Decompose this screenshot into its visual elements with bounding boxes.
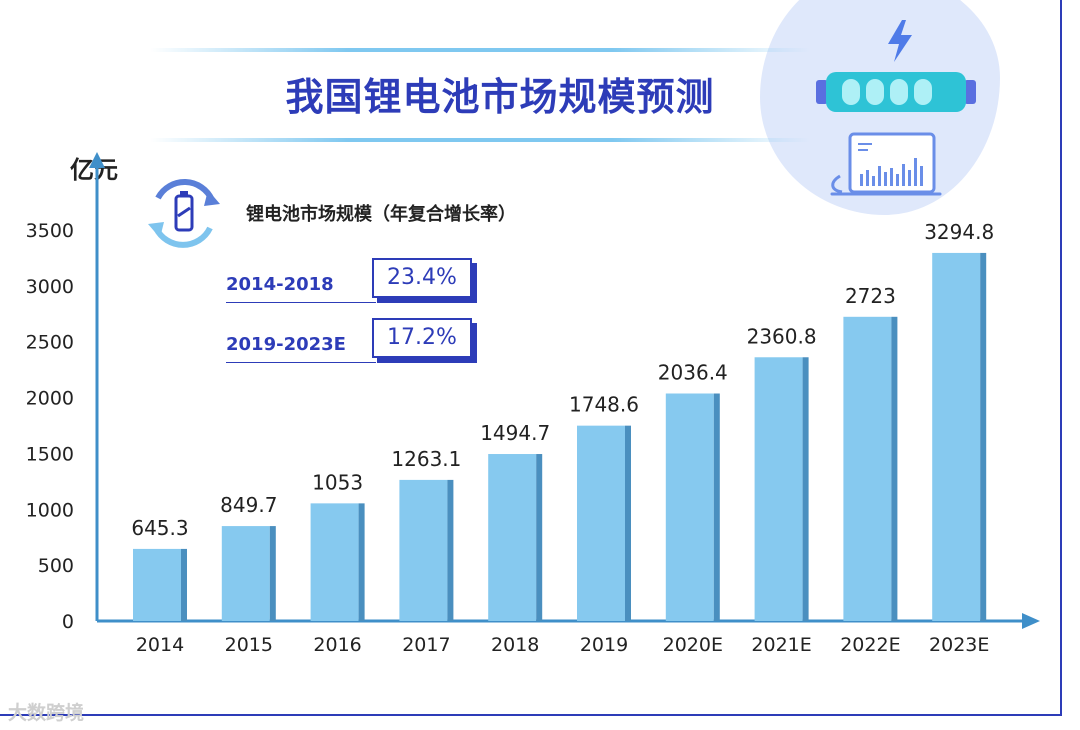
bar-side: [625, 425, 631, 621]
bar-side: [181, 548, 187, 621]
data-label: 2360.8: [747, 324, 817, 348]
y-tick-label: 1500: [26, 443, 74, 465]
frame-border-right: [1060, 0, 1062, 716]
x-tick-label: 2014: [136, 634, 184, 656]
bar-side: [447, 479, 454, 621]
watermark-logo: 大数跨境: [8, 702, 85, 724]
x-axis-arrow: [1022, 613, 1040, 629]
data-label: 1053: [312, 470, 363, 494]
cagr-rate-badge: 17.2%: [372, 318, 472, 358]
y-tick-label: 0: [62, 611, 74, 633]
lightning-bolt-icon: [888, 20, 912, 62]
x-tick-label: 2017: [402, 634, 450, 656]
cagr-caption: 锂电池市场规模（年复合增长率）: [246, 204, 516, 225]
x-tick-label: 2016: [313, 634, 361, 656]
x-tick-label: 2015: [225, 634, 273, 656]
data-label: 2723: [845, 284, 896, 308]
title-rule-bottom: [150, 138, 810, 142]
bar: [133, 548, 181, 621]
data-label: 1494.7: [480, 421, 550, 445]
bar: [221, 526, 270, 621]
cagr-row-2019-2023e: 2019-2023E 17.2%: [226, 318, 476, 364]
bar: [843, 316, 892, 621]
y-tick-label: 500: [38, 555, 74, 577]
x-tick-label: 2023E: [929, 634, 989, 656]
x-tick-label: 2021E: [751, 634, 811, 656]
data-label: 1748.6: [569, 393, 639, 417]
data-label: 645.3: [131, 516, 188, 540]
data-label: 849.7: [220, 493, 277, 517]
bar: [754, 357, 803, 621]
x-tick-label: 2018: [491, 634, 539, 656]
bar: [932, 252, 981, 621]
recycling-battery-icon: [148, 179, 220, 248]
data-label: 1263.1: [391, 447, 461, 471]
cagr-range-label: 2019-2023E: [226, 334, 346, 355]
bar-side: [269, 526, 276, 621]
y-tick-label: 2500: [26, 332, 74, 354]
y-axis-arrow: [89, 152, 105, 168]
bar: [399, 479, 448, 621]
bar: [488, 454, 537, 621]
bar-side: [980, 252, 987, 621]
bar-side: [536, 454, 543, 621]
cagr-underline: [226, 362, 376, 363]
y-tick-label: 3000: [26, 276, 74, 298]
frame-border-bottom: [0, 714, 1062, 716]
y-tick-label: 1000: [26, 499, 74, 521]
bar-side: [713, 393, 720, 621]
laptop-chart-icon: [830, 132, 942, 196]
cagr-range-label: 2014-2018: [226, 274, 334, 295]
bar-side: [802, 357, 809, 621]
y-tick-label: 3500: [26, 220, 74, 242]
bar: [577, 425, 625, 621]
bar-side: [358, 503, 365, 621]
bar: [310, 503, 359, 621]
battery-icon: [816, 72, 976, 112]
title-rule-top: [150, 48, 810, 52]
data-label: 3294.8: [924, 220, 994, 244]
chart-title: 我国锂电池市场规模预测: [285, 75, 715, 119]
x-tick-label: 2020E: [663, 634, 723, 656]
cagr-underline: [226, 302, 376, 303]
x-tick-label: 2022E: [840, 634, 900, 656]
cagr-rate-badge: 23.4%: [372, 258, 472, 298]
data-label: 2036.4: [658, 361, 728, 385]
x-tick-label: 2019: [580, 634, 628, 656]
cagr-row-2014-2018: 2014-2018 23.4%: [226, 258, 476, 304]
bar-side: [891, 316, 898, 621]
y-tick-label: 2000: [26, 388, 74, 410]
bar: [665, 393, 714, 621]
